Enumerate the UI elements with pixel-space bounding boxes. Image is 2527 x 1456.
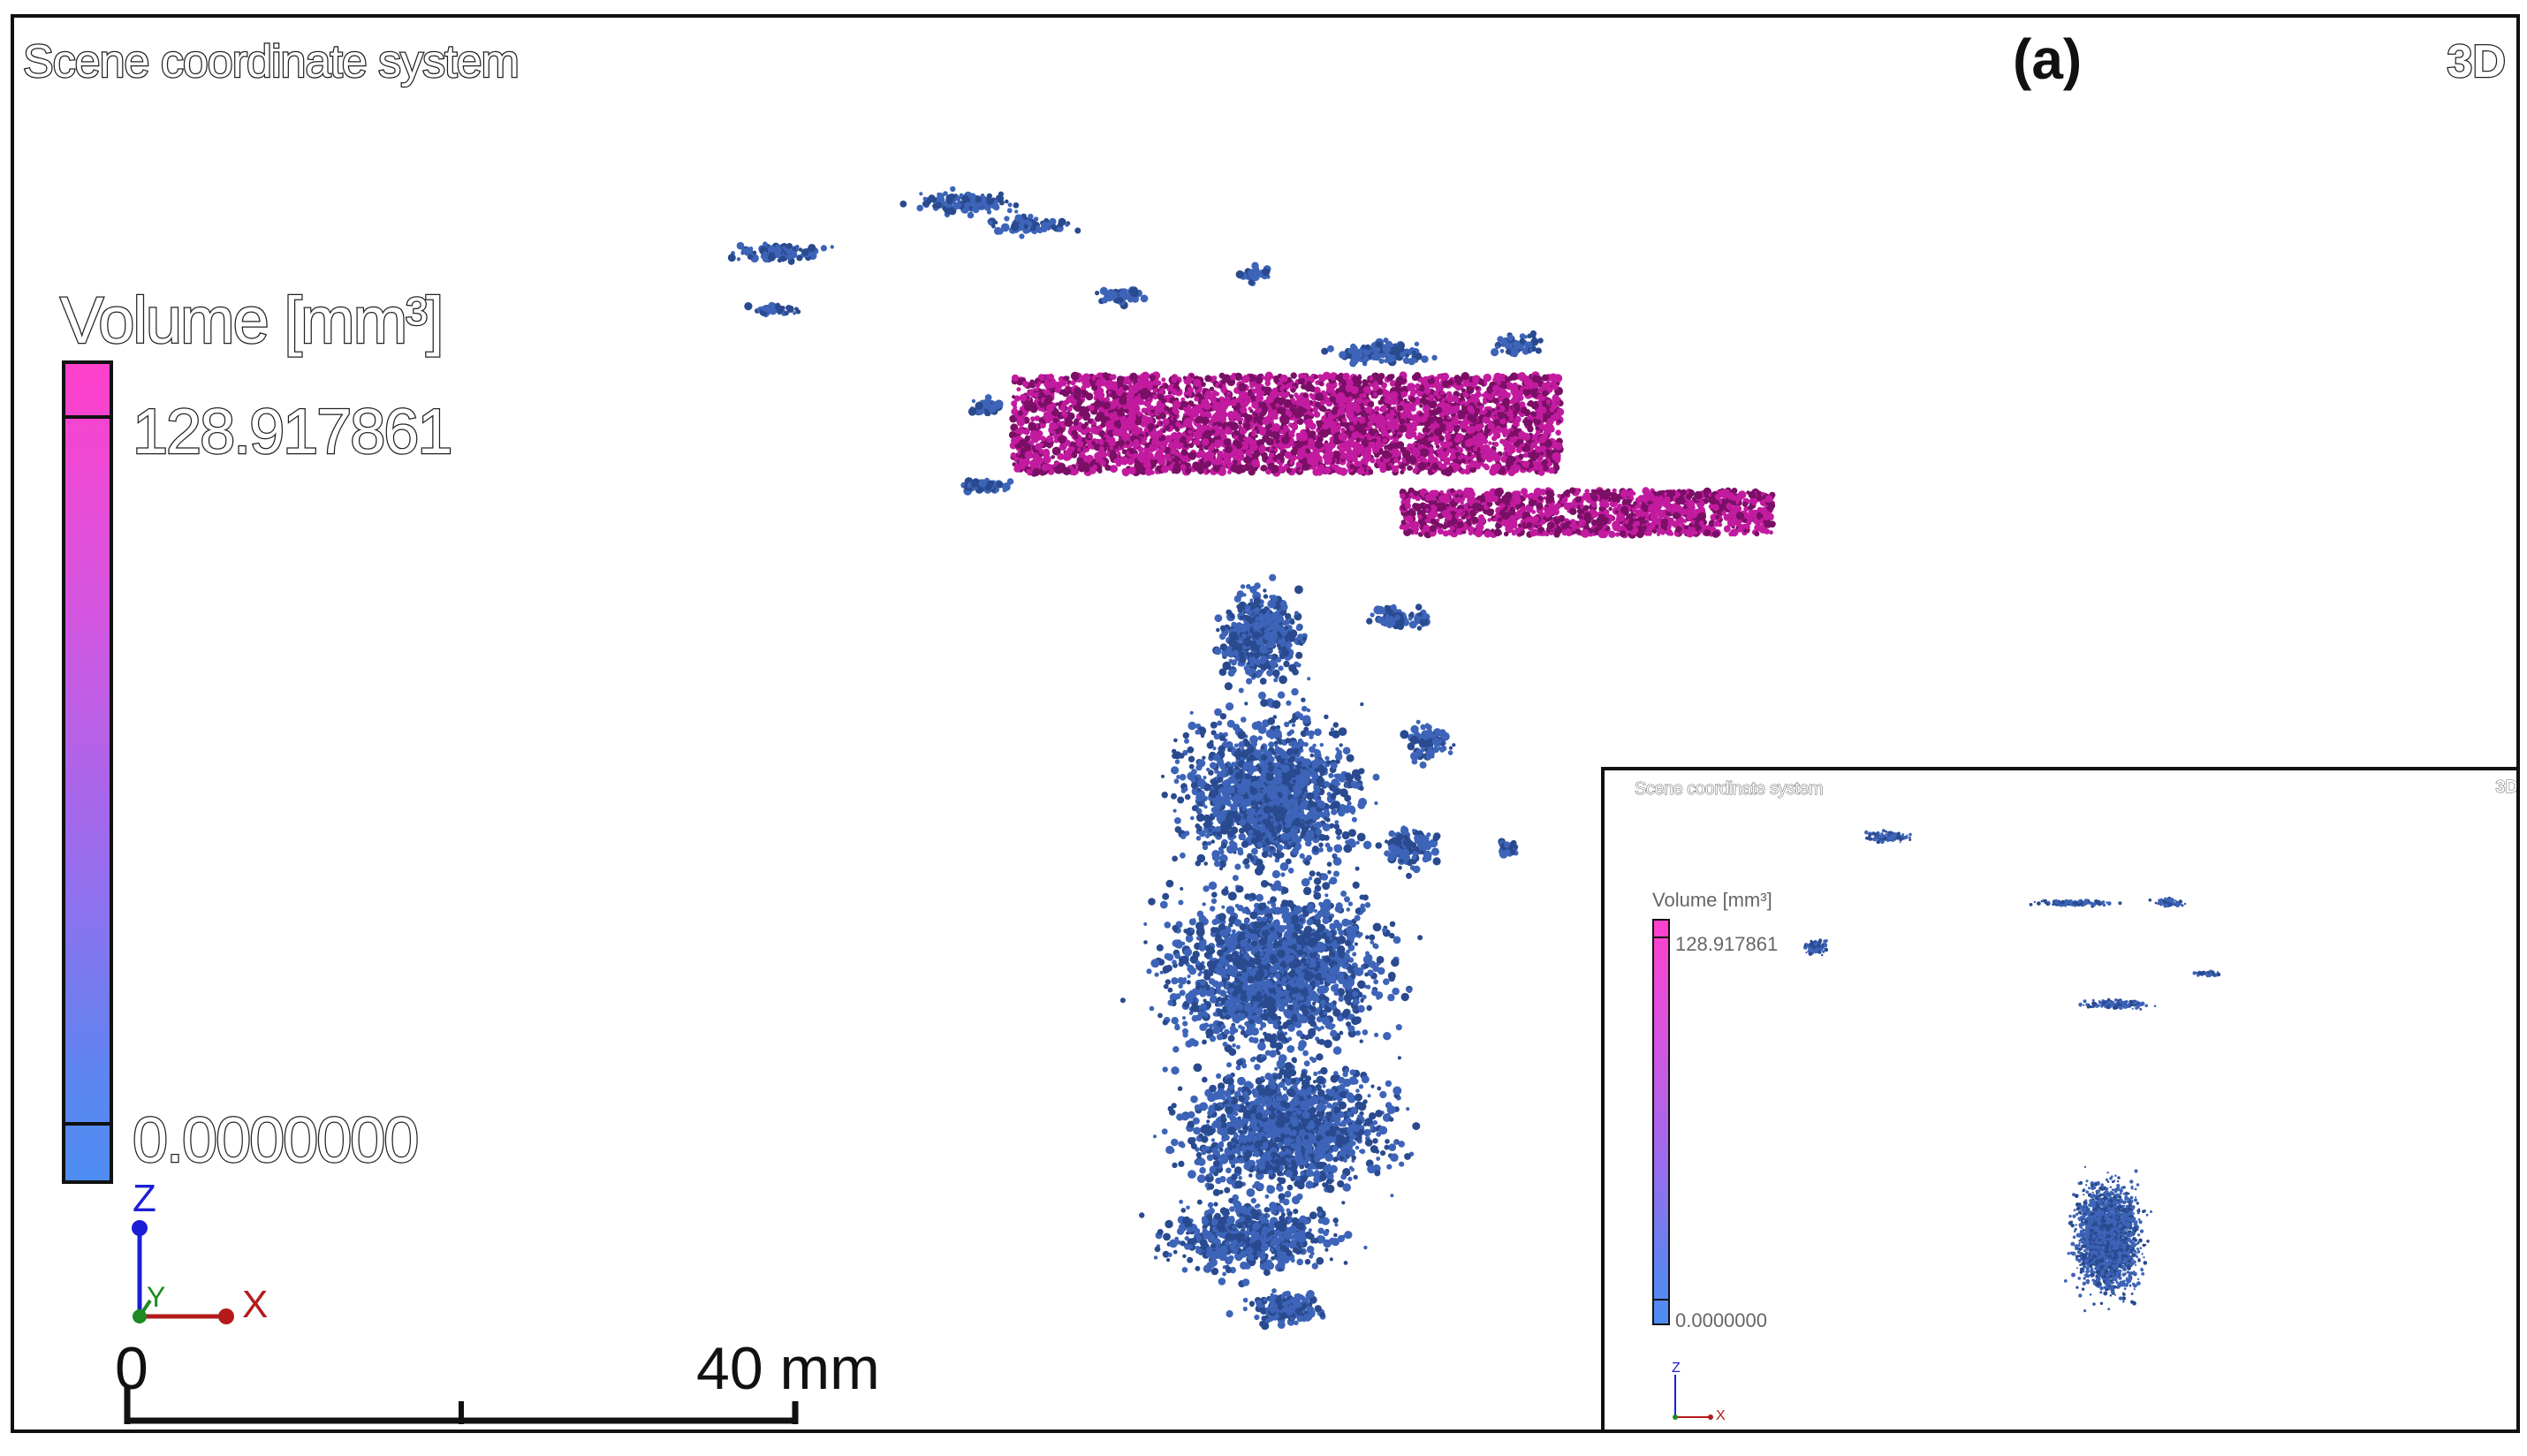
inset-color-legend-bar xyxy=(1652,919,1670,1325)
pore-network-render[interactable] xyxy=(14,18,2520,1433)
axis-z-label: Z xyxy=(133,1177,156,1220)
inset-legend-min-label: 0.0000000 xyxy=(1675,1309,1767,1331)
inset-mode-label: 3D xyxy=(2495,777,2518,798)
3d-viewport[interactable]: Scene coordinate system (a) 3D Volume [m… xyxy=(11,14,2520,1433)
inset-axis-x-label: X xyxy=(1716,1408,1726,1423)
scale-bar-max-label: 40 mm xyxy=(696,1335,880,1402)
axis-x-label: X xyxy=(242,1283,269,1326)
inset-legend-max-label: 128.917861 xyxy=(1675,933,1779,955)
inset-legend-min-tick xyxy=(1654,1299,1668,1301)
scene-coordinate-label: Scene coordinate system xyxy=(22,35,520,89)
inset-viewport[interactable]: Scene coordinate system 3D Volume [mm³] … xyxy=(1601,767,2520,1433)
axis-triad xyxy=(132,1220,234,1324)
legend-min-label: 0.0000000 xyxy=(132,1104,421,1178)
inset-legend-max-tick xyxy=(1654,937,1668,938)
blue-pore-clusters xyxy=(727,186,1544,1331)
color-legend-bar xyxy=(62,360,113,1184)
legend-min-tick xyxy=(65,1122,110,1126)
legend-title: Volume [mm³] xyxy=(59,283,445,359)
inset-pore-network-render[interactable] xyxy=(1605,770,2520,1433)
panel-letter: (a) xyxy=(2013,27,2083,91)
inset-scene-label: Scene coordinate system xyxy=(1635,779,1824,800)
magenta-pore-cluster xyxy=(1008,371,1776,539)
legend-max-tick xyxy=(65,415,110,419)
inset-legend-title: Volume [mm³] xyxy=(1652,889,1772,911)
view-mode-label: 3D xyxy=(2446,35,2507,89)
axis-y-label: Y xyxy=(147,1281,166,1313)
inset-axis-z-label: Z xyxy=(1672,1361,1681,1376)
scale-bar xyxy=(124,1387,799,1424)
inset-axis-triad xyxy=(1673,1375,1713,1420)
legend-max-label: 128.917861 xyxy=(132,396,454,469)
scale-bar-zero-label: 0 xyxy=(115,1335,148,1402)
